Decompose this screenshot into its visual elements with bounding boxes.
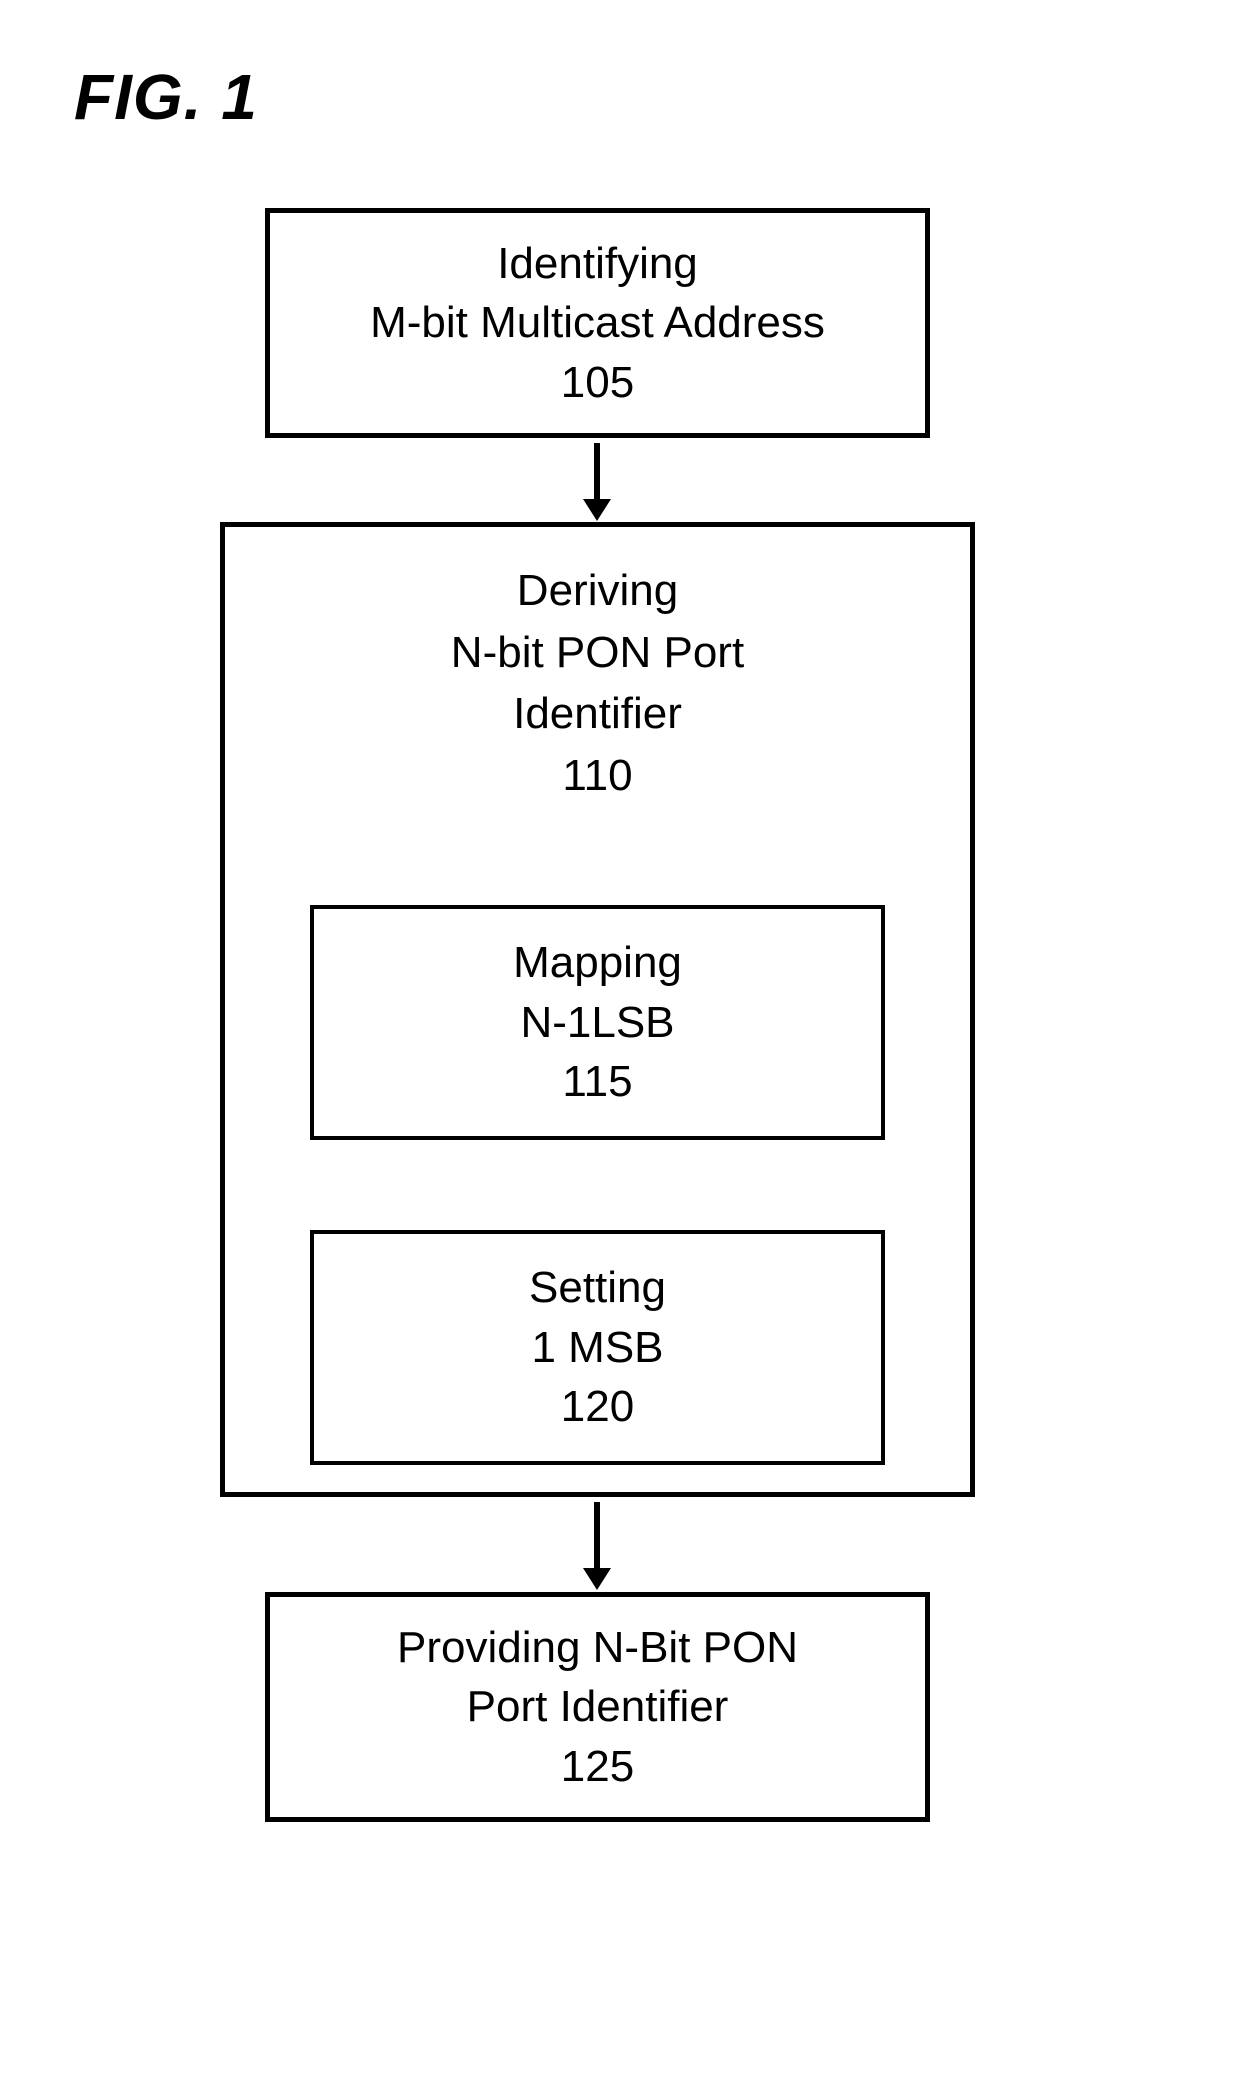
step-derive: Deriving N-bit PON Port Identifier 110 M… [220,522,975,1497]
arrow-1-shaft [594,443,600,501]
substep-setting: Setting 1 MSB 120 [310,1230,885,1465]
step-provide: Providing N-Bit PON Port Identifier 125 [265,1592,930,1822]
figure-title: FIG. 1 [74,60,258,134]
setting-ref: 120 [561,1377,634,1436]
identify-ref: 105 [270,353,925,412]
setting-line1: Setting [529,1258,666,1317]
derive-ref: 110 [225,745,970,807]
provide-line1: Providing N-Bit PON [270,1618,925,1677]
derive-line2: N-bit PON Port [225,622,970,684]
substep-mapping: Mapping N-1LSB 115 [310,905,885,1140]
step-identify: Identifying M-bit Multicast Address 105 [265,208,930,438]
mapping-ref: 115 [562,1052,632,1111]
setting-line2: 1 MSB [531,1318,663,1377]
identify-line2: M-bit Multicast Address [270,293,925,352]
mapping-line1: Mapping [513,933,682,992]
arrow-2-shaft [594,1502,600,1570]
derive-line1: Deriving [225,560,970,622]
provide-line2: Port Identifier [270,1677,925,1736]
arrow-2-head [583,1568,611,1590]
mapping-line2: N-1LSB [520,993,674,1052]
derive-line3: Identifier [225,683,970,745]
provide-ref: 125 [270,1737,925,1796]
identify-line1: Identifying [270,234,925,293]
arrow-1-head [583,499,611,521]
